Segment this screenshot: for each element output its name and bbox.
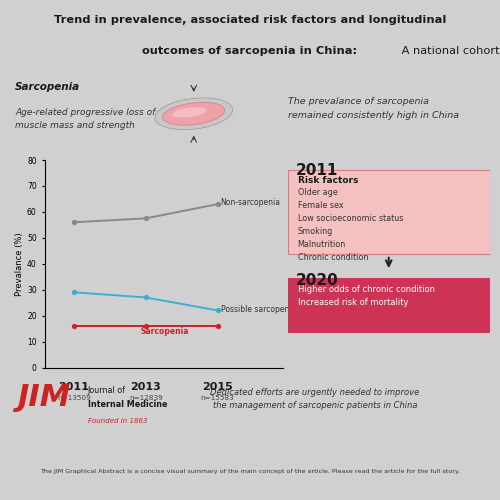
Ellipse shape <box>172 107 206 118</box>
Text: The prevalance of sarcopenia
remained consistently high in China: The prevalance of sarcopenia remained co… <box>288 98 458 120</box>
Text: Low socioeconomic status: Low socioeconomic status <box>298 214 403 223</box>
Text: Sarcopenia: Sarcopenia <box>140 326 189 336</box>
Text: 2020: 2020 <box>296 273 339 288</box>
Text: Possible sarcopenia: Possible sarcopenia <box>220 304 296 314</box>
Text: Internal Medicine: Internal Medicine <box>88 400 167 409</box>
FancyBboxPatch shape <box>288 278 490 334</box>
FancyBboxPatch shape <box>288 170 490 254</box>
Text: 2011: 2011 <box>58 382 89 392</box>
Text: Trend in prevalence, associated risk factors and longitudinal: Trend in prevalence, associated risk fac… <box>54 16 446 26</box>
Text: Malnutrition: Malnutrition <box>298 240 346 250</box>
Text: 2013: 2013 <box>130 382 161 392</box>
Ellipse shape <box>162 102 225 125</box>
Text: Risk factors: Risk factors <box>298 176 358 184</box>
Text: The JIM Graphical Abstract is a concise visual summary of the main concept of th: The JIM Graphical Abstract is a concise … <box>40 469 460 474</box>
Text: Older age: Older age <box>298 188 338 197</box>
Text: Chronic condition: Chronic condition <box>298 254 368 262</box>
Text: Journal of: Journal of <box>88 386 126 395</box>
Text: 2011: 2011 <box>296 163 338 178</box>
Text: Sarcopenia: Sarcopenia <box>15 82 80 92</box>
Text: Non-sarcopenia: Non-sarcopenia <box>220 198 280 207</box>
Text: Smoking: Smoking <box>298 227 333 236</box>
Text: Dedicated efforts are urgently needed to improve
the management of sarcopenic pa: Dedicated efforts are urgently needed to… <box>210 388 420 410</box>
Text: outcomes of sarcopenia in China:: outcomes of sarcopenia in China: <box>142 46 358 56</box>
Text: JIM: JIM <box>18 383 70 412</box>
Text: Female sex: Female sex <box>298 201 343 210</box>
Text: A national cohort study: A national cohort study <box>398 46 500 56</box>
Text: n=12839: n=12839 <box>129 394 162 400</box>
Text: n=15583: n=15583 <box>201 394 234 400</box>
Text: Higher odds of chronic condition
Increased risk of mortality: Higher odds of chronic condition Increas… <box>298 284 434 306</box>
Text: 2015: 2015 <box>202 382 233 392</box>
Text: n=13509: n=13509 <box>57 394 90 400</box>
Text: Founded in 1863: Founded in 1863 <box>88 418 147 424</box>
Text: Age-related progressive loss of
muscle mass and strength: Age-related progressive loss of muscle m… <box>15 108 155 130</box>
Ellipse shape <box>155 98 232 130</box>
Y-axis label: Prevalance (%): Prevalance (%) <box>15 232 24 296</box>
